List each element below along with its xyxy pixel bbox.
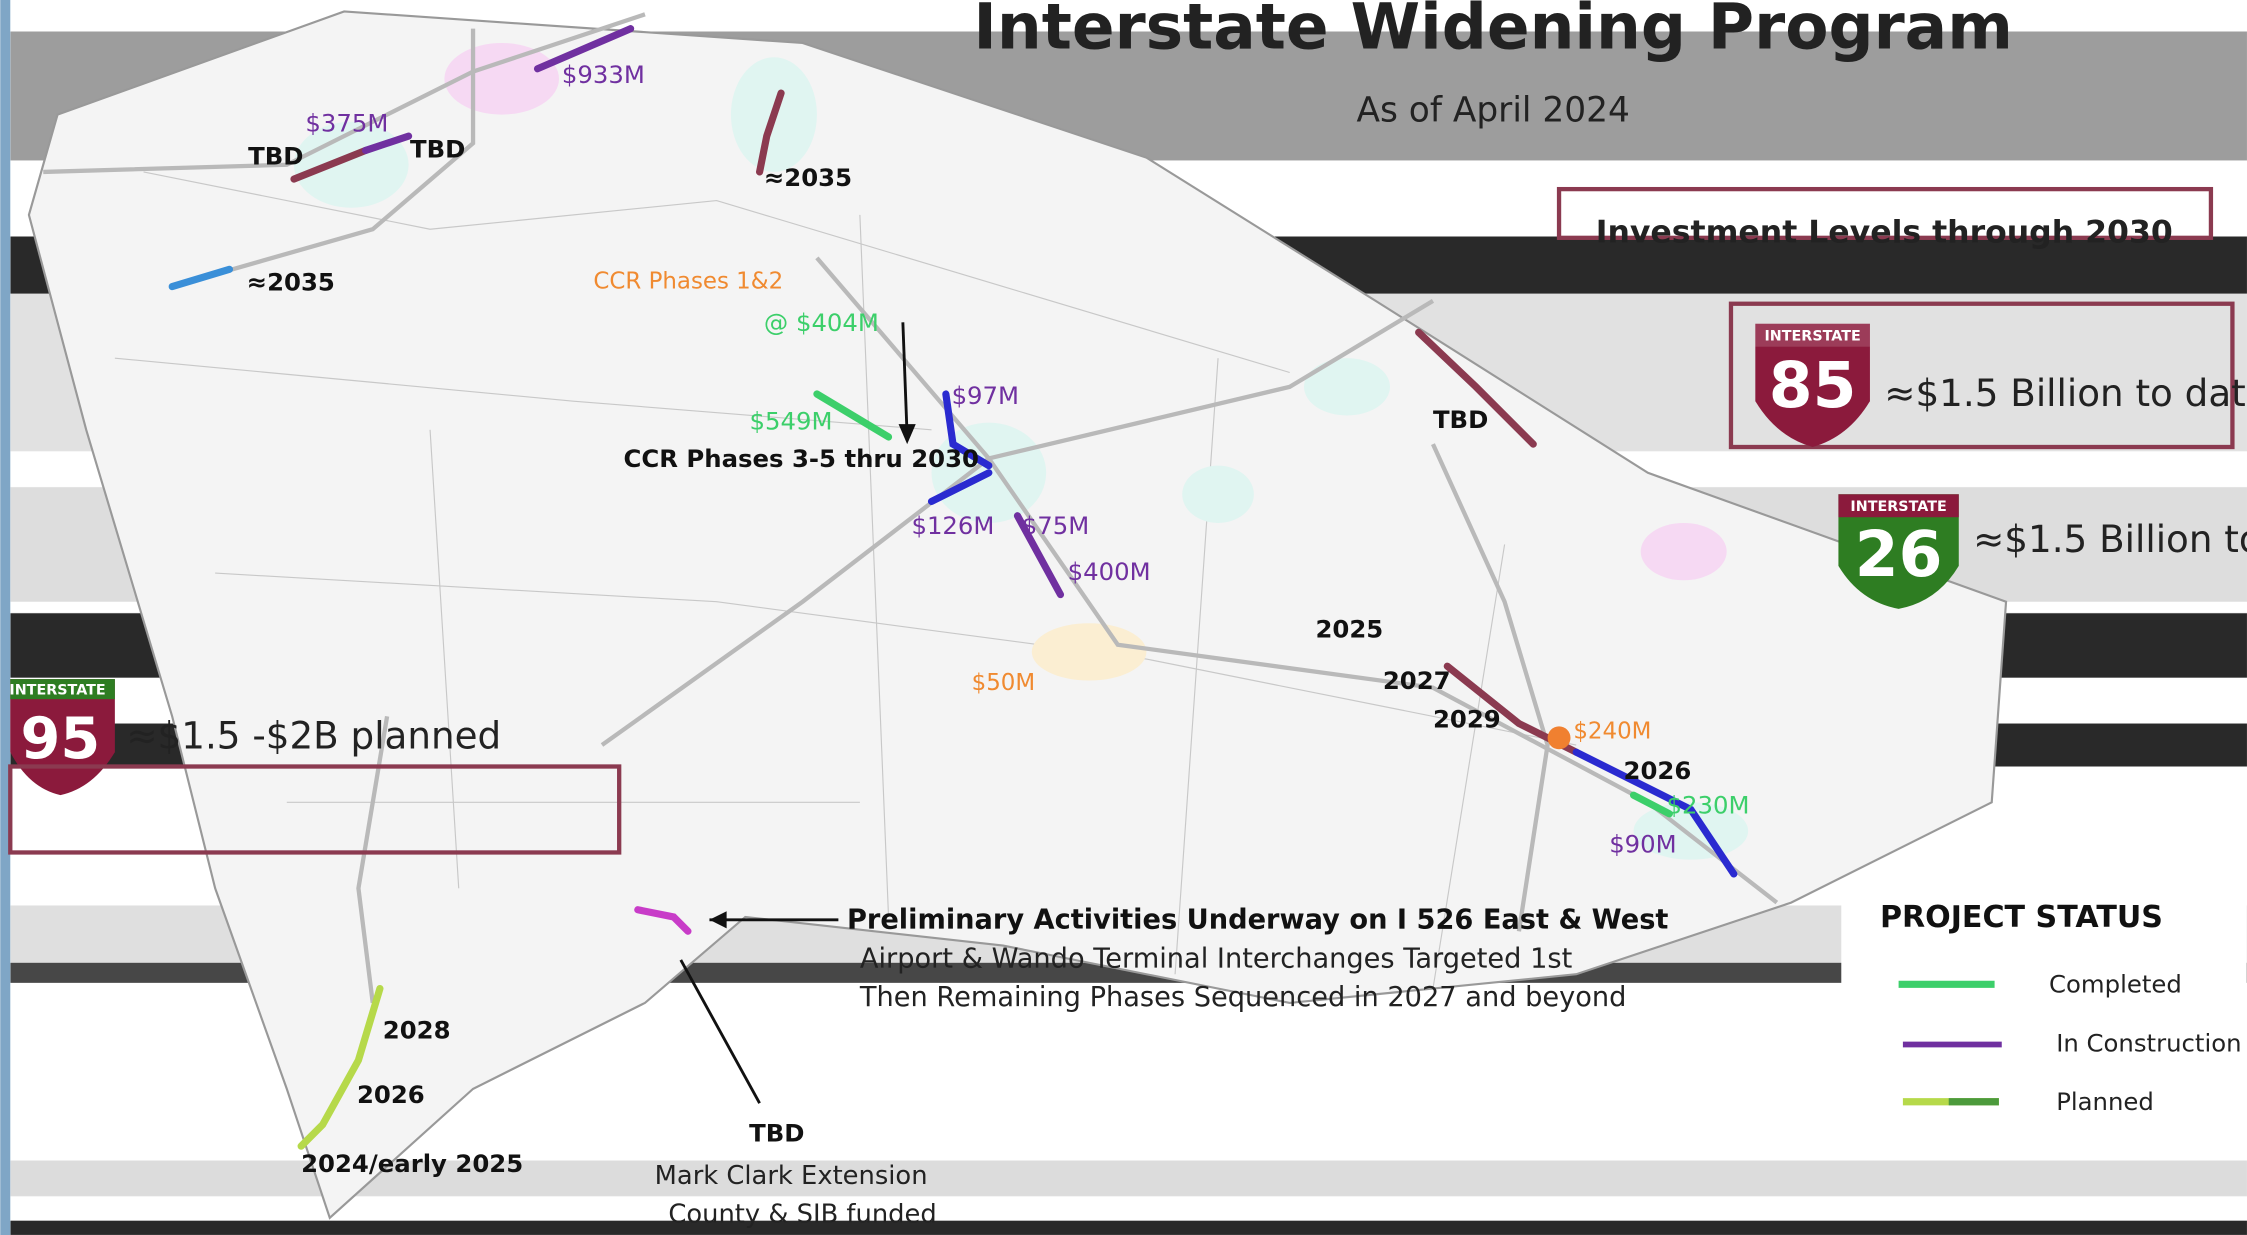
cost-label: $549M (750, 407, 833, 436)
legend: PROJECT STATUS Completed In Construction… (1841, 895, 2247, 1154)
map-labels: $933M $375M TBD TBD ≈2035 ≈2035 CCR Phas… (247, 60, 1750, 1178)
callout-text: County & SIB funded (668, 1199, 936, 1229)
year-label: 2029 (1433, 705, 1501, 734)
investment-text: ≈$1.5 Billion to date & another $2B plan… (1973, 517, 2247, 561)
shield-number: 85 (1769, 348, 1857, 422)
legend-title: PROJECT STATUS (1880, 900, 2163, 935)
year-label: 2026 (357, 1080, 425, 1109)
title: Interstate Widening Program (973, 0, 2012, 64)
left-edge (0, 0, 11, 1235)
cost-label: $90M (1609, 829, 1676, 858)
cost-label: $400M (1068, 557, 1151, 586)
cost-label: $50M (972, 670, 1035, 696)
status-label: TBD (410, 134, 465, 163)
year-label: 2025 (1315, 614, 1383, 643)
shield-word: INTERSTATE (1764, 329, 1860, 345)
subtitle: As of April 2024 (1356, 90, 1629, 130)
cost-label: $230M (1666, 791, 1749, 820)
legend-label: Planned (2056, 1087, 2154, 1116)
year-label: ≈2035 (764, 163, 852, 192)
investment-panel: Investment Levels through 2030 INTERSTAT… (8, 186, 2247, 855)
shield-word: INTERSTATE (1850, 499, 1946, 515)
callout-text: Mark Clark Extension (655, 1161, 928, 1191)
legend-label: In Construction (2056, 1028, 2241, 1057)
cost-label: $375M (305, 109, 388, 138)
cost-label: $97M (952, 381, 1019, 410)
callout-text: Preliminary Activities Underway on I 526… (847, 905, 1668, 936)
callouts: Preliminary Activities Underway on I 526… (655, 322, 1668, 1229)
cost-label: $240M (1573, 719, 1651, 745)
legend-label: Completed (2049, 970, 2182, 999)
phase-label: CCR Phases 3-5 thru 2030 (623, 444, 979, 473)
shield-number: 26 (1855, 517, 1943, 591)
shield-95: INTERSTATE 95 (9, 679, 115, 796)
status-label: TBD (248, 142, 303, 171)
cost-label: $75M (1022, 511, 1089, 540)
shield-26: INTERSTATE 26 (1838, 494, 1959, 609)
cost-label: $933M (562, 60, 645, 89)
year-label: 2024/early 2025 (301, 1149, 523, 1178)
year-label: 2027 (1383, 666, 1451, 695)
year-label: 2026 (1624, 756, 1692, 785)
year-label: 2028 (383, 1016, 451, 1045)
callout-text: TBD (749, 1119, 804, 1148)
shield-85: INTERSTATE 85 (1755, 323, 1870, 448)
shield-word: INTERSTATE (9, 683, 105, 699)
cost-label: @ $404M (764, 308, 879, 337)
roads (43, 12, 1779, 1004)
phase-label: CCR Phases 1&2 (593, 269, 783, 295)
year-label: ≈2035 (247, 268, 335, 297)
callout-text: Airport & Wando Terminal Interchanges Ta… (860, 943, 1573, 974)
project-segments (168, 25, 1738, 1150)
status-label: TBD (1433, 405, 1488, 434)
callout-text: Then Remaining Phases Sequenced in 2027 … (859, 982, 1627, 1013)
investment-text: ≈$1.5 Billion to date (1884, 371, 2247, 415)
cost-label: $126M (911, 511, 994, 540)
investment-text: ≈$1.5 -$2B planned (126, 713, 501, 757)
shield-number: 95 (21, 705, 101, 772)
panel-title: Investment Levels through 2030 (1596, 215, 2173, 251)
